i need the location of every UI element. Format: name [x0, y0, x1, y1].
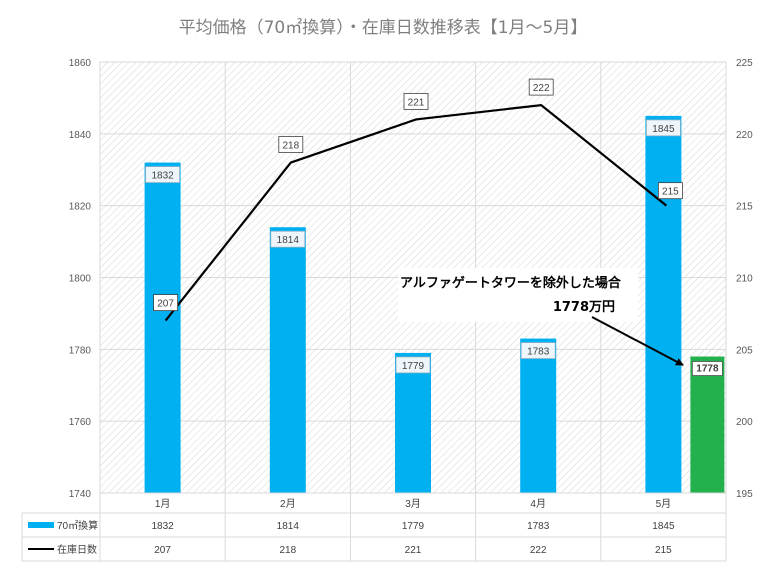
- y-left-tick-label: 1760: [69, 417, 92, 428]
- annotation-line2: 1778万円: [553, 300, 615, 315]
- table-cell: 1814: [277, 521, 300, 532]
- line-label-box: [403, 93, 429, 110]
- extra-bar: [690, 356, 725, 493]
- y-axis-left: 1740 1760 1780 1800 1820 1840 1860: [69, 58, 92, 500]
- table-cell: 1845: [652, 521, 675, 532]
- line-data-label: 218: [282, 141, 299, 152]
- bar-label-box: [395, 356, 431, 374]
- line-data-label: 215: [662, 187, 679, 198]
- table-cell: 221: [405, 545, 422, 556]
- line-data-label: 221: [408, 97, 425, 108]
- y-left-tick-label: 1780: [69, 345, 92, 356]
- line-label-box: [278, 136, 304, 153]
- x-category-label: 3月: [405, 498, 421, 510]
- data-table: 1月 2月 3月 4月 5月 70㎡換算 1832 1814 1779 1783 1845 在庫日数 2…: [21, 492, 727, 562]
- y-left-tick-label: 1860: [69, 58, 92, 69]
- bar-label-box: [646, 119, 681, 137]
- line-series: [164, 103, 668, 322]
- table-cell: 207: [154, 545, 171, 556]
- table-cell: 215: [655, 545, 672, 556]
- line-label-box: [528, 78, 554, 96]
- bar-series: [144, 115, 725, 494]
- data-labels: 1832 1814 1779 1783 1845 1778 207 218 221 222 215: [145, 78, 723, 376]
- bar: [645, 115, 682, 493]
- y-right-tick-label: 220: [736, 130, 753, 141]
- y-right-tick-label: 210: [736, 274, 753, 285]
- table-cell: 1779: [402, 521, 425, 532]
- table-cell: 218: [279, 545, 296, 556]
- series-line: [164, 103, 668, 322]
- annotation-line1: アルファゲートタワーを除外した場合: [400, 275, 622, 291]
- bar: [395, 352, 431, 493]
- extra-bar-data-label: 1778: [696, 364, 719, 375]
- legend-key-bar: [28, 522, 54, 528]
- bar-data-label: 1814: [277, 235, 300, 246]
- x-category-label: 5月: [656, 498, 672, 510]
- bar: [144, 162, 181, 494]
- bar-label-box: [520, 342, 556, 359]
- bar-label-box: [270, 230, 306, 248]
- table-cell: 1832: [151, 521, 174, 532]
- table-row-name: 在庫日数: [57, 543, 97, 556]
- table-cell: 222: [530, 545, 547, 556]
- y-left-tick-label: 1840: [69, 130, 92, 141]
- line-label-box: [153, 294, 179, 312]
- bar-data-label: 1779: [402, 361, 425, 372]
- y-axis-right: 195 200 205 210 215 220 225: [736, 58, 753, 500]
- annotation-arrow: [591, 316, 684, 366]
- chart-title: 平均価格（70㎡換算）・在庫日数推移表【1月～5月】: [179, 18, 588, 38]
- line-label-box: [658, 182, 683, 200]
- y-right-tick-label: 215: [736, 202, 753, 213]
- y-left-tick-label: 1820: [69, 202, 92, 213]
- y-right-tick-label: 225: [736, 58, 753, 69]
- bar-label-box: [145, 166, 181, 183]
- x-category-label: 4月: [530, 498, 546, 510]
- annotation: アルファゲートタワーを除外した場合 1778万円: [398, 268, 684, 366]
- x-category-label: 1月: [155, 498, 171, 510]
- y-left-tick-label: 1800: [69, 274, 92, 285]
- bar-data-label: 1783: [527, 347, 550, 358]
- bar: [269, 227, 306, 493]
- y-right-tick-label: 200: [736, 417, 753, 428]
- line-data-label: 222: [533, 83, 550, 94]
- y-left-tick-label: 1740: [69, 489, 92, 500]
- annotation-box: [398, 268, 638, 322]
- line-data-label: 207: [157, 299, 174, 310]
- extra-bar-label-box: [692, 361, 723, 376]
- y-right-tick-label: 205: [736, 345, 753, 356]
- x-category-label: 2月: [280, 498, 296, 510]
- bar: [520, 338, 557, 493]
- y-right-tick-label: 195: [736, 489, 753, 500]
- bar-data-label: 1832: [151, 171, 174, 182]
- table-cell: 1783: [527, 521, 550, 532]
- bar-data-label: 1845: [652, 124, 675, 135]
- table-row-name: 70㎡換算: [57, 519, 98, 532]
